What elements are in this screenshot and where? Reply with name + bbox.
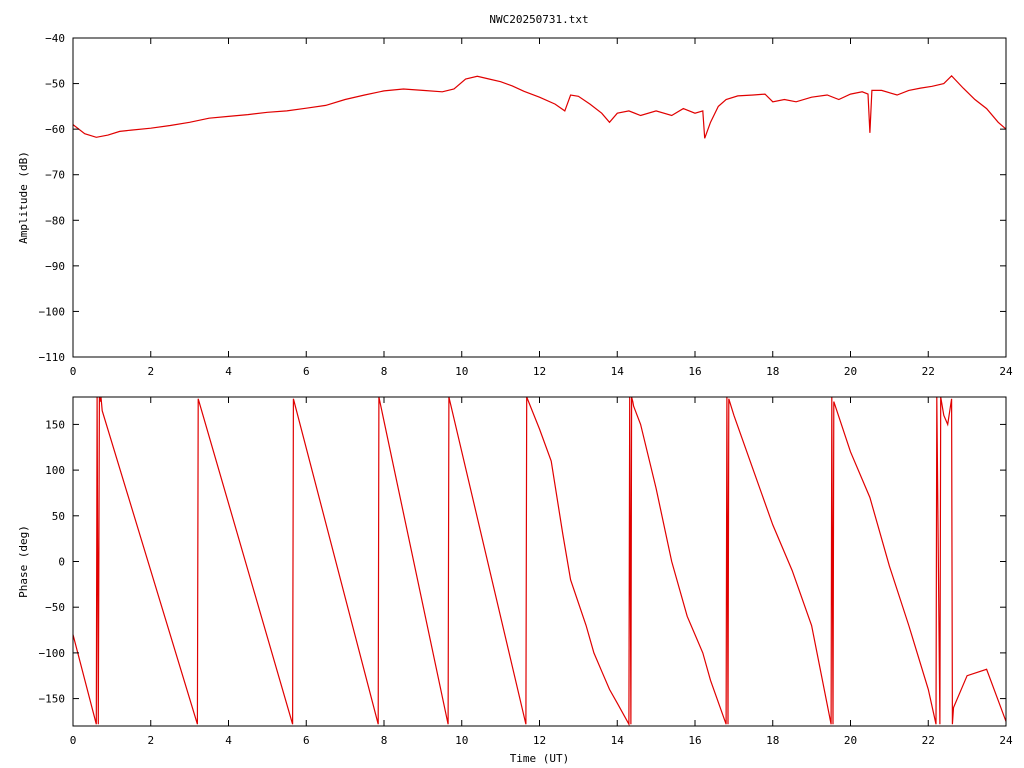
x-tick-label: 20 bbox=[844, 365, 857, 378]
y-tick-label: −80 bbox=[45, 214, 65, 227]
chart-title: NWC20250731.txt bbox=[489, 13, 588, 26]
x-tick-label: 16 bbox=[688, 734, 701, 747]
y-tick-label: −50 bbox=[45, 601, 65, 614]
x-tick-label: 8 bbox=[381, 365, 388, 378]
y-tick-label: −60 bbox=[45, 123, 65, 136]
y-axis-label: Amplitude (dB) bbox=[17, 151, 30, 244]
plot-frame bbox=[72, 37, 1007, 358]
x-tick-label: 6 bbox=[303, 734, 310, 747]
x-tick-label: 10 bbox=[455, 734, 468, 747]
y-tick-label: −100 bbox=[39, 647, 66, 660]
y-tick-label: 100 bbox=[45, 464, 65, 477]
x-tick-label: 2 bbox=[147, 365, 154, 378]
x-tick-label: 6 bbox=[303, 365, 310, 378]
phase-panel: 0 2 4 6 8 10 12 14 16 18 20 22 24−150−100−5005010015… bbox=[17, 396, 1013, 765]
x-tick-label: 4 bbox=[225, 365, 232, 378]
x-tick-label: 12 bbox=[533, 365, 546, 378]
x-axis-label: Time (UT) bbox=[510, 752, 570, 765]
x-tick-label: 2 bbox=[147, 734, 154, 747]
x-tick-label: 22 bbox=[922, 734, 935, 747]
x-tick-label: 18 bbox=[766, 365, 779, 378]
x-tick-label: 14 bbox=[611, 365, 625, 378]
y-axis-label: Phase (deg) bbox=[17, 525, 30, 598]
y-tick-label: −110 bbox=[39, 351, 66, 364]
x-tick-label: 22 bbox=[922, 365, 935, 378]
x-tick-label: 4 bbox=[225, 734, 232, 747]
y-tick-label: 150 bbox=[45, 418, 65, 431]
x-tick-label: 8 bbox=[381, 734, 388, 747]
x-tick-label: 24 bbox=[999, 365, 1013, 378]
y-tick-label: −100 bbox=[39, 305, 66, 318]
x-tick-label: 14 bbox=[611, 734, 625, 747]
x-tick-label: 18 bbox=[766, 734, 779, 747]
x-tick-label: 0 bbox=[70, 365, 77, 378]
y-tick-label: −150 bbox=[39, 693, 66, 706]
series-line bbox=[72, 396, 1007, 727]
y-tick-label: −90 bbox=[45, 260, 65, 273]
y-tick-label: −50 bbox=[45, 78, 65, 91]
y-tick-label: 0 bbox=[58, 556, 65, 569]
plot-frame bbox=[72, 396, 1007, 727]
amplitude-panel: 0 2 4 6 8 10 12 14 16 18 20 22 24−110−100−90−80−70−6… bbox=[17, 32, 1013, 378]
x-tick-label: 16 bbox=[688, 365, 701, 378]
series-line bbox=[72, 74, 1007, 139]
x-tick-label: 20 bbox=[844, 734, 857, 747]
x-tick-label: 10 bbox=[455, 365, 468, 378]
y-tick-label: −70 bbox=[45, 169, 65, 182]
x-tick-label: 24 bbox=[999, 734, 1013, 747]
x-tick-label: 0 bbox=[70, 734, 77, 747]
y-tick-label: −40 bbox=[45, 32, 65, 45]
x-tick-label: 12 bbox=[533, 734, 546, 747]
y-tick-label: 50 bbox=[52, 510, 65, 523]
